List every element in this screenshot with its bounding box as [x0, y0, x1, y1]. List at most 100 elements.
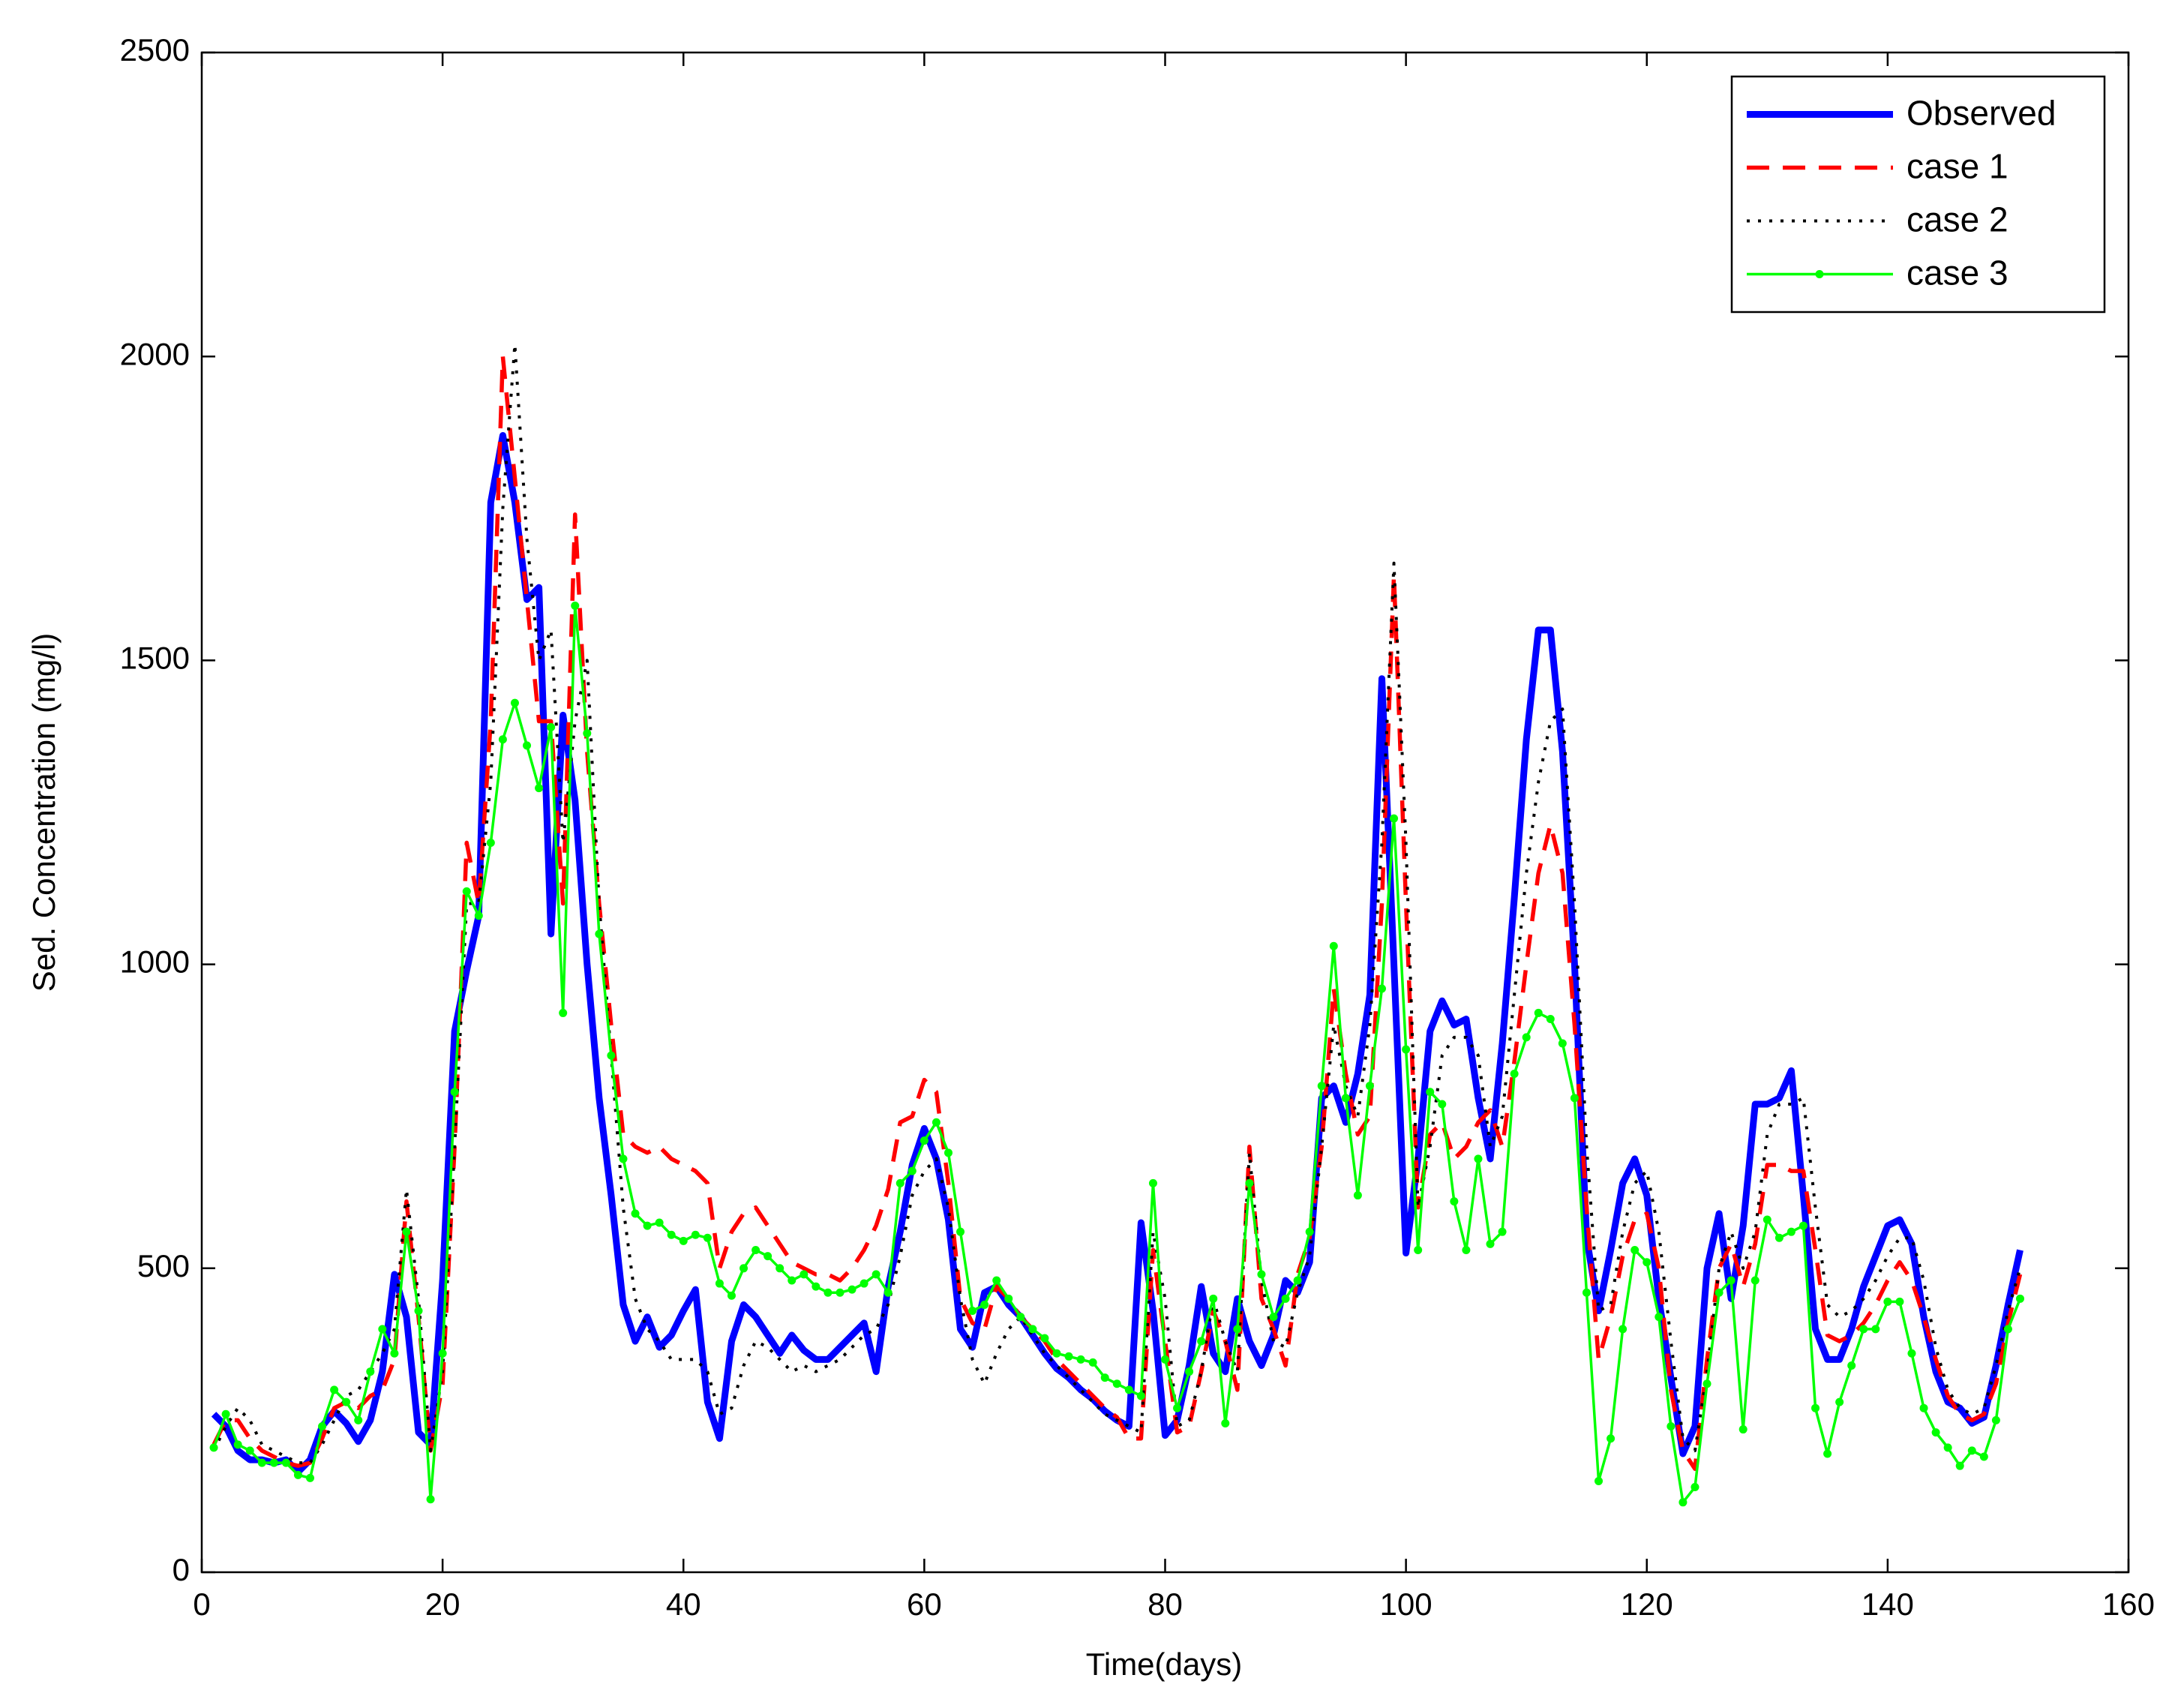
series-marker [1341, 1094, 1350, 1103]
series-marker [342, 1397, 351, 1406]
series-marker [523, 741, 532, 750]
series-marker [498, 735, 507, 744]
series-line [212, 354, 2023, 1471]
series-marker [1919, 1403, 1928, 1412]
series-marker [257, 1458, 266, 1467]
series-marker [703, 1233, 712, 1242]
plot-area [209, 342, 2024, 1507]
series-marker [221, 1409, 230, 1418]
x-axis-label: Time(days) [1086, 1646, 1242, 1682]
legend-marker [1815, 270, 1824, 278]
y-axis-label: Sed. Concentration (mg/l) [26, 633, 62, 992]
series-marker [318, 1422, 327, 1431]
y-tick-label: 0 [172, 1552, 190, 1587]
series-marker [390, 1349, 399, 1358]
series-marker [944, 1148, 952, 1157]
legend-label: Observed [1906, 94, 2056, 133]
series-marker [824, 1288, 832, 1297]
series-marker [1594, 1476, 1604, 1485]
series-marker [740, 1264, 748, 1273]
series-marker [1100, 1373, 1109, 1382]
series-marker [354, 1415, 363, 1424]
x-tick-label: 80 [1148, 1586, 1183, 1622]
series-marker [366, 1367, 375, 1376]
series-marker [1618, 1325, 1628, 1334]
series-marker [631, 1209, 640, 1218]
series-marker [1582, 1288, 1591, 1297]
series-marker [788, 1276, 796, 1285]
series-marker [510, 698, 519, 707]
series-marker [992, 1276, 1001, 1285]
series-marker [727, 1291, 736, 1300]
series-marker [1233, 1325, 1242, 1334]
series-marker [1161, 1355, 1169, 1364]
series-marker [1774, 1233, 1784, 1242]
series-marker [1486, 1239, 1495, 1248]
series-marker [535, 784, 544, 793]
series-marker [450, 1088, 459, 1097]
series-marker [1221, 1418, 1230, 1427]
series-marker [1293, 1276, 1302, 1285]
series-marker [269, 1458, 278, 1467]
series-marker [1871, 1325, 1880, 1334]
x-tick-label: 20 [425, 1586, 460, 1622]
x-tick-label: 140 [1862, 1586, 1914, 1622]
series-marker [1185, 1367, 1194, 1376]
series-marker [836, 1288, 844, 1297]
series-marker [1317, 1082, 1326, 1091]
series-marker [1991, 1415, 2000, 1424]
x-tick-label: 40 [666, 1586, 701, 1622]
series-marker [1786, 1227, 1796, 1236]
y-tick-label: 2500 [120, 32, 190, 68]
series-marker [643, 1221, 652, 1230]
series-marker [1714, 1288, 1724, 1297]
series-marker [1823, 1449, 1832, 1458]
series-marker [1329, 941, 1338, 950]
series-marker [426, 1495, 435, 1504]
series-marker [752, 1245, 760, 1254]
x-tick-label: 120 [1621, 1586, 1673, 1622]
series-marker [1666, 1422, 1676, 1431]
legend: Observed case 1 case 2 case 3 [1730, 75, 2106, 314]
legend-label: case 2 [1906, 200, 2008, 239]
x-tick-label: 100 [1380, 1586, 1432, 1622]
series-marker [474, 911, 483, 920]
series-marker [1738, 1425, 1748, 1434]
series-marker [462, 887, 471, 896]
series-marker [1895, 1297, 1904, 1306]
series-marker [1558, 1039, 1567, 1048]
series-marker [679, 1236, 688, 1245]
series-marker [619, 1154, 628, 1163]
series-marker [1426, 1088, 1435, 1097]
series-marker [1462, 1245, 1471, 1254]
series-marker [860, 1279, 868, 1288]
series-marker [1028, 1325, 1037, 1334]
series-marker [1907, 1349, 1916, 1358]
series-marker [438, 1349, 447, 1358]
series-marker [583, 729, 592, 738]
series-marker [1112, 1379, 1121, 1388]
series-marker [1630, 1245, 1640, 1254]
series-marker [667, 1230, 676, 1239]
legend-label: case 3 [1906, 254, 2008, 293]
y-tick-label: 1500 [120, 640, 190, 675]
series-marker [1678, 1498, 1688, 1507]
plot-frame [200, 51, 2130, 1574]
series-marker [1762, 1215, 1772, 1224]
series-marker [1606, 1434, 1616, 1443]
series-marker [1088, 1358, 1097, 1367]
series-marker [1016, 1313, 1025, 1322]
series-marker [607, 1051, 616, 1060]
series-marker [764, 1252, 772, 1261]
series-marker [715, 1279, 724, 1288]
series-marker [1004, 1294, 1013, 1303]
series-marker [1979, 1452, 1988, 1461]
series-marker [1510, 1069, 1519, 1078]
series-marker [1811, 1403, 1820, 1412]
series-line [212, 342, 2022, 1465]
series-marker [293, 1470, 302, 1479]
series-marker [1414, 1245, 1423, 1254]
series-marker [2015, 1294, 2024, 1303]
y-tick-label: 2000 [120, 336, 190, 371]
